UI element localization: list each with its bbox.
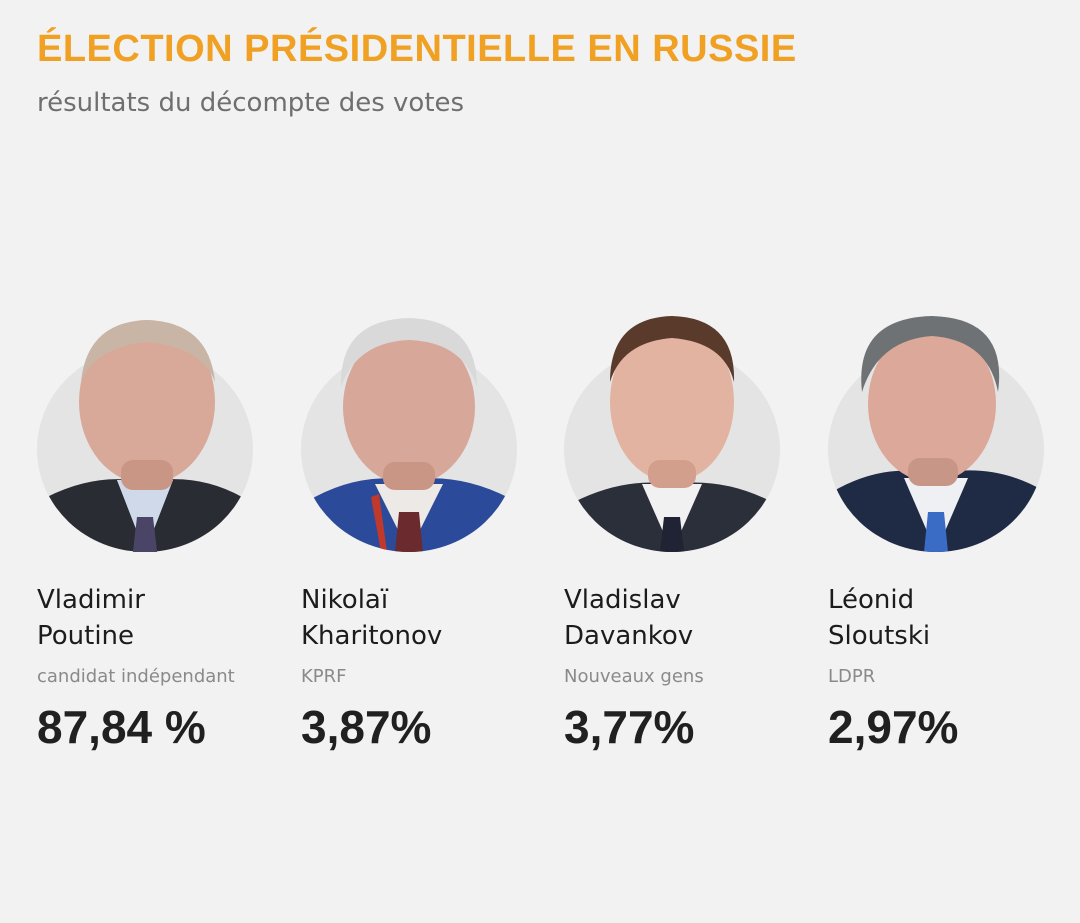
candidate-portrait [564, 312, 784, 552]
page-subtitle: résultats du décompte des votes [37, 88, 465, 118]
candidate-party: LDPR [828, 666, 876, 687]
candidate-result: 3,87% [301, 701, 432, 753]
candidate-last-name: Kharitonov [301, 621, 443, 651]
candidate-result: 87,84 % [37, 701, 206, 753]
candidate-first-name: Vladislav [564, 585, 681, 615]
candidate-portrait [828, 312, 1048, 552]
candidate-name: Léonid Sloutski [828, 582, 1068, 654]
candidate-last-name: Davankov [564, 621, 694, 651]
candidate-card-davankov: Vladislav Davankov Nouveaux gens 3,77% [564, 312, 804, 750]
page-title: ÉLECTION PRÉSIDENTIELLE EN RUSSIE [37, 28, 797, 70]
candidate-card-kharitonov: Nikolaï Kharitonov KPRF 3,87% [301, 312, 541, 750]
candidate-result: 2,97% [828, 701, 959, 753]
candidate-last-name: Poutine [37, 621, 135, 651]
candidate-name: Vladimir Poutine [37, 582, 277, 654]
candidate-name: Nikolaï Kharitonov [301, 582, 541, 654]
candidate-portrait [37, 312, 257, 552]
candidate-first-name: Léonid [828, 585, 915, 615]
candidate-party: candidat indépendant [37, 666, 235, 687]
candidate-party: Nouveaux gens [564, 666, 704, 687]
candidate-name: Vladislav Davankov [564, 582, 804, 654]
candidate-last-name: Sloutski [828, 621, 931, 651]
candidate-result: 3,77% [564, 701, 695, 753]
candidate-first-name: Vladimir [37, 585, 145, 615]
candidate-card-sloutski: Léonid Sloutski LDPR 2,97% [828, 312, 1068, 750]
candidate-first-name: Nikolaï [301, 585, 389, 615]
candidate-card-poutine: Vladimir Poutine candidat indépendant 87… [37, 312, 277, 750]
candidate-party: KPRF [301, 666, 347, 687]
candidate-portrait [301, 312, 521, 552]
